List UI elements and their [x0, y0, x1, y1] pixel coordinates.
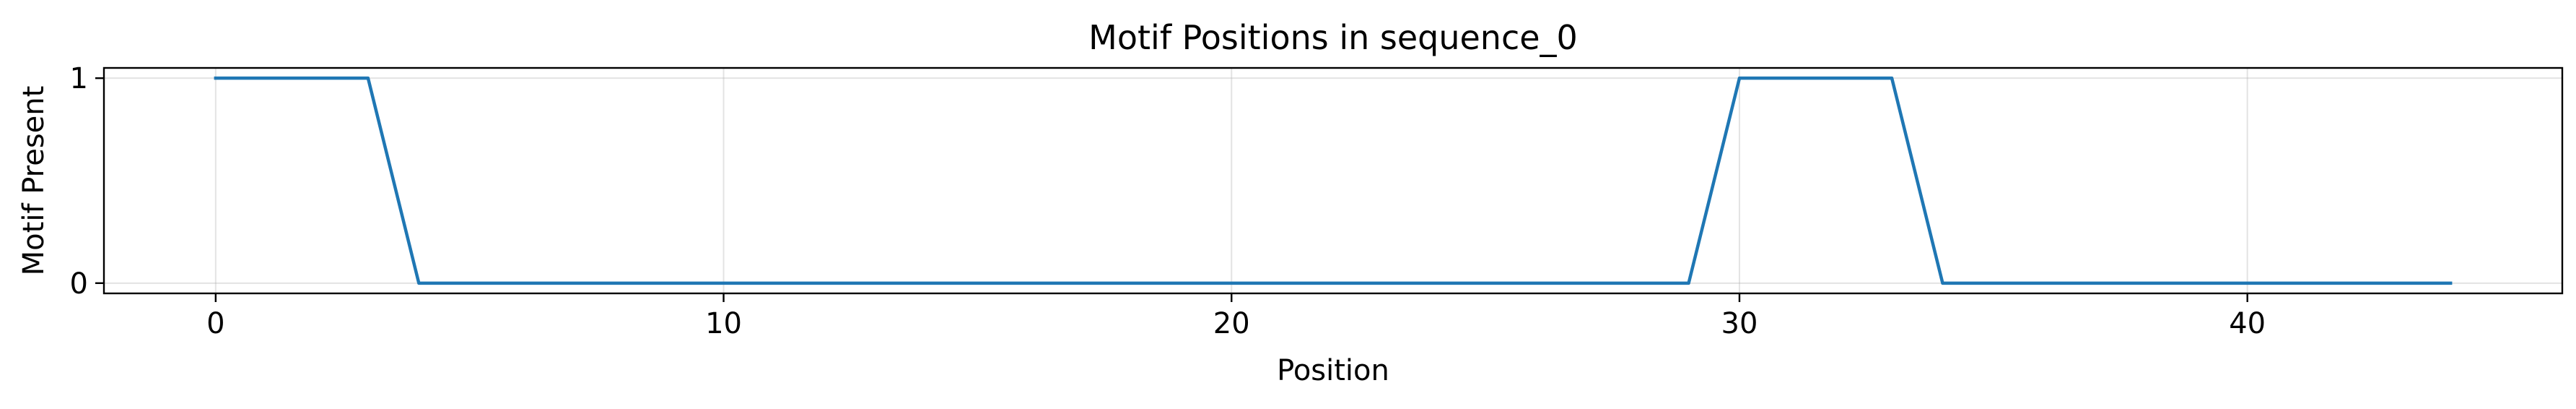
- y-tick-label: 0: [70, 267, 88, 301]
- x-axis-ticks: 0 10 20 30 40: [206, 293, 2266, 340]
- plot-frame: [102, 66, 2564, 295]
- y-axis-label: Motif Present: [17, 86, 51, 276]
- y-tick-label: 1: [70, 62, 88, 95]
- chart-title: Motif Positions in sequence_0: [1088, 18, 1578, 57]
- x-tick-label: 20: [1213, 307, 1250, 340]
- y-axis-ticks: 01: [70, 62, 104, 301]
- x-tick-label: 40: [2229, 307, 2266, 340]
- x-tick-label: 10: [705, 307, 742, 340]
- series-line: [214, 76, 2453, 285]
- series-layer: [214, 76, 2453, 285]
- x-tick-label: 30: [1721, 307, 1758, 340]
- x-axis-label: Position: [1277, 354, 1389, 387]
- x-tick-label: 0: [206, 307, 224, 340]
